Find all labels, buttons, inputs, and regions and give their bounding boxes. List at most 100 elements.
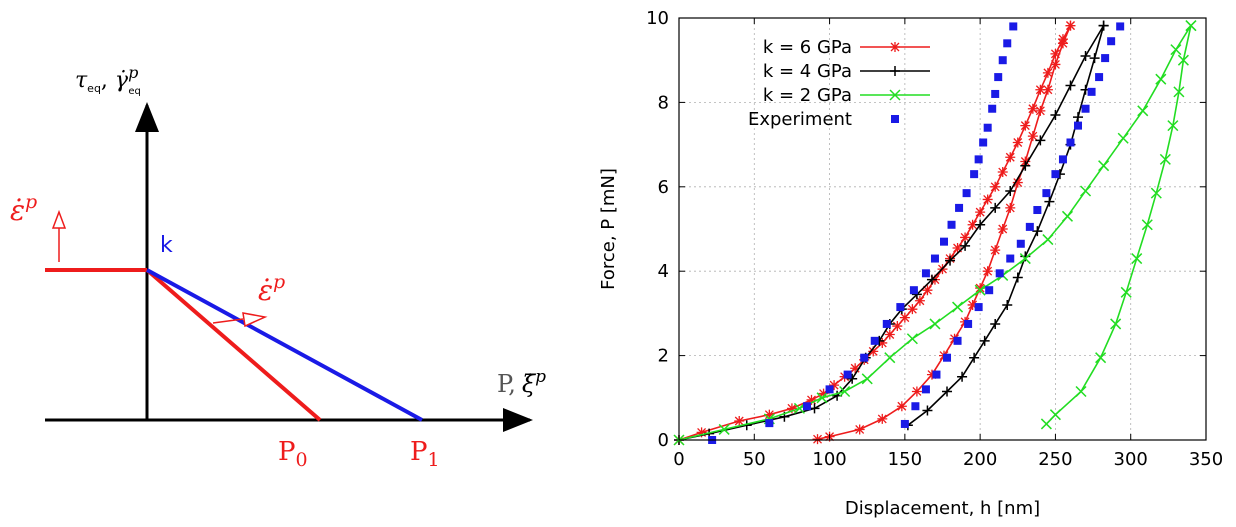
data-point-asterisk (1035, 105, 1046, 116)
x-tick-label: 200 (963, 449, 997, 470)
data-point-asterisk (1042, 84, 1053, 95)
chart-series (673, 20, 1197, 446)
data-point-plus (1098, 20, 1109, 31)
data-point-asterisk (896, 401, 907, 412)
data-point-asterisk (868, 346, 879, 357)
data-point-x (1117, 132, 1129, 144)
data-point-square (909, 286, 918, 295)
data-point-x (1075, 385, 1087, 398)
chart-grid (679, 18, 1206, 440)
data-point-plus (922, 405, 933, 416)
data-point-asterisk (967, 299, 978, 310)
chart-legend: k = 6 GPa k = 4 GPa k = 2 GPa Experiment (748, 37, 930, 130)
data-point-square (998, 56, 1007, 65)
data-point-asterisk (1005, 152, 1016, 163)
data-point-asterisk (1012, 137, 1023, 148)
svg-text:P,ξ̇p: P, ξ̇p (497, 367, 546, 398)
data-point-x (1049, 409, 1061, 421)
tau-symbol: τ (75, 68, 88, 93)
data-point-square (825, 385, 834, 394)
xi-symbol: ξ̇ (522, 370, 537, 398)
data-point-square (943, 353, 952, 362)
data-point-x (1177, 54, 1189, 66)
data-point-asterisk (812, 434, 823, 445)
data-point-asterisk (877, 337, 888, 348)
data-point-square (1003, 39, 1012, 48)
data-point-square (988, 104, 997, 113)
data-point-square (921, 269, 930, 278)
series-2 (673, 20, 1197, 446)
svg-text:ε̇p: ε̇p (258, 271, 285, 307)
data-point-square (991, 89, 1000, 98)
data-point-plus (1012, 272, 1023, 283)
data-point-square (891, 115, 899, 123)
chart-ticks: 0 50 100 150 200 250 300 350 0 2 4 6 8 10 (646, 8, 1223, 470)
data-point-asterisk (1005, 202, 1016, 213)
data-point-x (952, 301, 964, 313)
data-point-asterisk (1050, 59, 1061, 70)
x-axis-label: Displacement, h [nm] (845, 498, 1040, 519)
x-tick-label: 100 (812, 449, 846, 470)
data-point-plus (957, 371, 968, 382)
data-point-x (1095, 352, 1107, 364)
data-point-plus (979, 335, 990, 346)
tau-comma: , (101, 68, 115, 93)
flow-direction-arrow-icon (212, 312, 268, 328)
data-point-plus (1002, 299, 1013, 310)
data-point-x (974, 284, 986, 296)
data-point-plus (1073, 112, 1084, 123)
y-tick-label: 2 (658, 346, 669, 367)
data-point-square (985, 286, 994, 295)
data-point-plus (990, 318, 1001, 329)
data-point-square (947, 220, 956, 229)
data-point-plus (847, 373, 858, 384)
gamma-symbol: γ̇ (115, 68, 129, 93)
y-tick-label: 8 (658, 92, 669, 113)
red-slope-line (145, 268, 322, 422)
data-point-plus (969, 352, 980, 363)
data-point-square (1009, 22, 1018, 31)
data-point-x (929, 318, 941, 330)
data-point-plus (942, 386, 953, 397)
data-point-plus (1089, 53, 1100, 64)
data-point-asterisk (967, 219, 978, 230)
epsilon-left-symbol: ε̇ (10, 194, 25, 227)
data-point-plus (1020, 160, 1031, 171)
data-point-plus (975, 219, 986, 230)
data-point-x (816, 392, 828, 404)
p1-subscript: 1 (428, 449, 440, 471)
data-point-square (860, 353, 869, 362)
data-point-x (1159, 153, 1171, 165)
data-point-x (1173, 86, 1185, 98)
data-point-square (1087, 87, 1096, 96)
data-point-x (839, 385, 851, 398)
data-point-asterisk (850, 363, 861, 374)
svg-text:P0: P0 (278, 437, 308, 471)
data-point-square (932, 370, 941, 379)
data-point-square (1025, 222, 1034, 231)
data-point-asterisk (975, 283, 986, 294)
x-tick-label: 350 (1189, 449, 1223, 470)
svg-text:ε̇p: ε̇p (10, 191, 37, 227)
data-point-square (974, 303, 983, 312)
data-point-asterisk (734, 416, 745, 427)
data-point-square (1033, 206, 1042, 215)
y-tick-label: 10 (646, 8, 669, 29)
y-tick-label: 6 (658, 177, 669, 198)
data-point-plus (960, 240, 971, 251)
legend-label: Experiment (748, 109, 852, 130)
data-point-asterisk (899, 312, 910, 323)
data-point-asterisk (990, 181, 1001, 192)
data-point-square (870, 336, 879, 345)
data-point-plus (945, 255, 956, 266)
data-point-asterisk (818, 388, 829, 399)
data-point-x (718, 423, 730, 435)
data-point-x (1185, 20, 1197, 32)
data-point-square (940, 237, 949, 246)
data-point-square (995, 269, 1004, 278)
data-point-square (765, 419, 774, 428)
data-point-square (900, 419, 909, 428)
data-point-x (1141, 219, 1153, 231)
p0-subscript: 0 (296, 449, 308, 471)
up-arrow-icon (51, 209, 67, 262)
